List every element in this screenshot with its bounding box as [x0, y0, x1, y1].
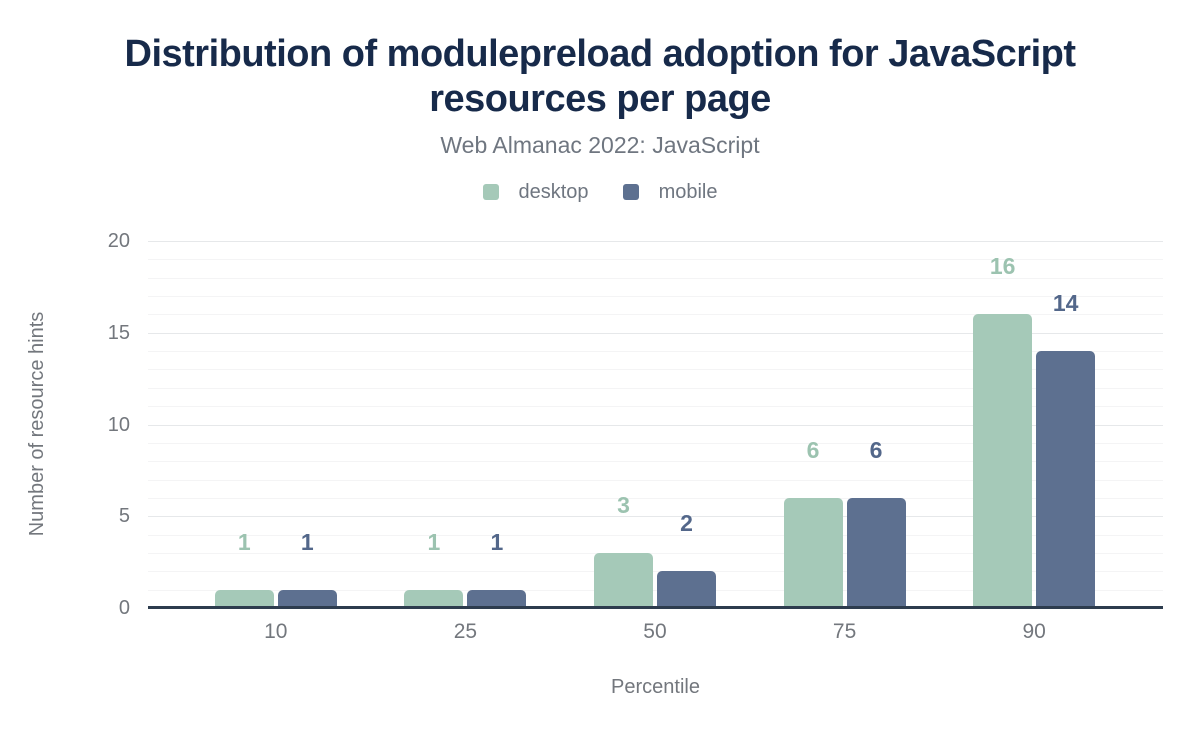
- bar-col-desktop-p25: 1: [404, 530, 464, 608]
- y-tick-label: 5: [118, 505, 130, 528]
- y-tick-label: 0: [118, 597, 130, 619]
- bar-col-mobile-p10: 1: [277, 530, 337, 608]
- bar-desktop-p90[interactable]: [973, 314, 1033, 608]
- bar-value-label-desktop-p10: 1: [237, 528, 251, 555]
- bar-group-p10: 1 1 10: [181, 241, 371, 643]
- minor-gridline: [148, 497, 1163, 499]
- bar-desktop-p25[interactable]: [404, 589, 464, 608]
- bar-col-desktop-p10: 1: [214, 530, 274, 608]
- minor-gridline: [148, 259, 1163, 261]
- bar-value-label-mobile-p50: 2: [680, 510, 693, 537]
- bar-mobile-p90[interactable]: [1036, 351, 1096, 608]
- bar-value-label-desktop-p50: 3: [617, 491, 630, 518]
- bar-value-label-mobile-p90: 14: [1052, 290, 1079, 317]
- legend-item-desktop[interactable]: desktop: [482, 180, 589, 204]
- x-tick-label: 10: [264, 620, 288, 643]
- bar-col-mobile-p25: 1: [467, 530, 527, 608]
- desktop-swatch-icon: [482, 184, 499, 201]
- y-axis-title: Number of resource hints: [26, 311, 48, 537]
- bar-col-mobile-p90: 14: [1036, 292, 1096, 608]
- bar-mobile-p75[interactable]: [846, 497, 906, 608]
- minor-gridline: [148, 351, 1163, 353]
- chart-title: Distribution of modulepreload adoption f…: [124, 33, 1077, 120]
- minor-gridline: [148, 406, 1163, 408]
- bar-col-mobile-p75: 6: [846, 438, 906, 608]
- legend-item-mobile[interactable]: mobile: [622, 180, 718, 204]
- y-tick-label: 15: [107, 321, 130, 344]
- bar-col-desktop-p50: 3: [593, 493, 653, 608]
- x-tick-label: 25: [453, 620, 478, 643]
- bar-mobile-p25[interactable]: [467, 589, 527, 608]
- minor-gridline: [148, 461, 1163, 463]
- chart-subtitle: Web Almanac 2022: JavaScript: [440, 131, 760, 158]
- bar-col-mobile-p50: 2: [656, 512, 716, 608]
- minor-gridline: [148, 387, 1163, 389]
- minor-gridline: [148, 552, 1163, 554]
- legend-label-mobile: mobile: [658, 180, 718, 203]
- minor-gridline: [148, 314, 1163, 316]
- minor-gridline: [148, 589, 1163, 591]
- minor-gridline: [148, 277, 1163, 279]
- minor-gridline: [148, 571, 1163, 573]
- x-tick-label: 50: [643, 620, 667, 643]
- bar-value-label-desktop-p25: 1: [427, 528, 441, 555]
- major-gridline: [148, 516, 1163, 518]
- major-gridline: [148, 424, 1163, 426]
- bar-mobile-p50[interactable]: [656, 571, 716, 608]
- bar-value-label-mobile-p10: 1: [300, 528, 314, 555]
- legend-label-desktop: desktop: [518, 180, 589, 203]
- minor-gridline: [148, 479, 1163, 481]
- bar-value-label-mobile-p75: 6: [869, 436, 883, 463]
- y-tick-label: 20: [107, 230, 130, 252]
- bars-region: 1 1 10 1 1 25 3 2 50 6 6 75 16 14 90: [181, 241, 1129, 643]
- bar-desktop-p75[interactable]: [783, 497, 843, 608]
- bar-desktop-p10[interactable]: [214, 589, 274, 608]
- x-tick-label: 90: [1022, 620, 1046, 643]
- bar-mobile-p10[interactable]: [277, 589, 337, 608]
- bar-value-label-desktop-p75: 6: [806, 436, 820, 463]
- bar-desktop-p50[interactable]: [593, 552, 653, 608]
- minor-gridline: [148, 296, 1163, 298]
- mobile-swatch-icon: [622, 184, 639, 201]
- bar-group-p90: 16 14 90: [939, 241, 1129, 643]
- minor-gridline: [148, 534, 1163, 536]
- x-axis-line: [148, 606, 1163, 609]
- bar-col-desktop-p75: 6: [783, 438, 843, 608]
- bar-value-label-desktop-p90: 16: [989, 253, 1016, 280]
- major-gridline: [148, 241, 1163, 242]
- x-axis-title: Percentile: [611, 676, 700, 698]
- minor-gridline: [148, 442, 1163, 444]
- y-tick-label: 10: [107, 413, 130, 436]
- bar-group-p50: 3 2 50: [560, 241, 750, 643]
- minor-gridline: [148, 369, 1163, 371]
- legend: desktop mobile: [0, 181, 1200, 204]
- bar-value-label-mobile-p25: 1: [490, 528, 504, 555]
- x-tick-label: 75: [832, 620, 857, 643]
- bar-group-p25: 1 1 25: [371, 241, 561, 643]
- bar-col-desktop-p90: 16: [973, 255, 1033, 608]
- major-gridline: [148, 332, 1163, 334]
- bar-group-p75: 6 6 75: [750, 241, 940, 643]
